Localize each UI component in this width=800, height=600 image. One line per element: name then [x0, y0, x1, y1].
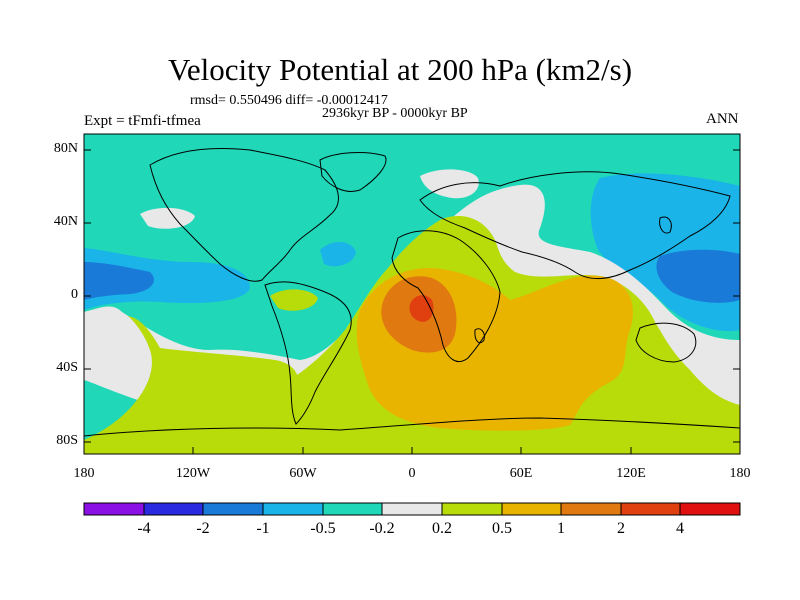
contour-green-south-pacific — [84, 316, 299, 448]
colorbar — [83, 502, 741, 516]
coastline-africa — [391, 230, 501, 362]
contour-deep-blue-west-pacific — [656, 249, 740, 303]
map-title: Velocity Potential at 200 hPa (km2/s) — [167, 52, 633, 87]
coastline-australia — [635, 322, 697, 363]
colorbar-box-10 — [679, 502, 741, 516]
colorbar-box-3 — [262, 502, 324, 516]
colorbar-box-0 — [83, 502, 145, 516]
coastline-north-america — [149, 148, 339, 282]
colorbar-box-2 — [202, 502, 264, 516]
lat-label-40s: 40S — [56, 360, 78, 375]
contour-blue-caribbean — [320, 241, 356, 267]
axis-ticks — [83, 149, 741, 454]
colorbar-label-8: 2 — [617, 520, 625, 537]
lon-label-60w: 60W — [289, 466, 317, 481]
coastline-japan — [659, 216, 672, 234]
lon-label-120e: 120E — [616, 466, 646, 481]
lat-label-40n: 40N — [53, 214, 78, 229]
coastline-madagascar — [474, 328, 485, 344]
colorbar-box-7 — [501, 502, 562, 516]
colorbar-box-8 — [560, 502, 622, 516]
colorbar-label-1: -2 — [196, 520, 210, 537]
lon-label-180e: 180 — [729, 466, 751, 481]
colorbar-label-6: 0.5 — [492, 520, 512, 537]
contour-field — [84, 134, 740, 454]
colorbar-label-5: 0.2 — [432, 520, 452, 537]
coastline-eurasia — [419, 171, 731, 279]
colorbar-box-5 — [381, 502, 443, 516]
colorbar-label-4: -0.2 — [369, 520, 395, 537]
colorbar-label-0: -4 — [137, 520, 151, 537]
colorbar-label-9: 4 — [676, 520, 684, 537]
colorbar-box-6 — [441, 502, 503, 516]
colorbar-label-3: -0.5 — [310, 520, 336, 537]
experiment-label: Expt = tFmfi-tfmea — [84, 113, 201, 129]
coastline-antarctica — [84, 417, 740, 437]
colorbar-label-2: -1 — [256, 520, 270, 537]
lon-label-180w: 180 — [73, 466, 95, 481]
coastline-greenland — [319, 152, 387, 192]
colorbar-box-4 — [322, 502, 383, 516]
contour-neutral-north-pacific — [140, 207, 195, 229]
period-line: 2936kyr BP - 0000kyr BP — [322, 106, 468, 121]
colorbar-box-1 — [143, 502, 204, 516]
lon-label-120w: 120W — [175, 466, 211, 481]
lat-label-80s: 80S — [56, 433, 78, 448]
lat-label-0: 0 — [71, 287, 78, 302]
stats-line: rmsd= 0.550496 diff= -0.00012417 — [190, 93, 388, 108]
contour-blue-pacific-east — [84, 248, 250, 310]
contour-green-brazil — [270, 289, 318, 311]
lon-label-0: 0 — [408, 466, 416, 481]
contour-deep-blue-east — [84, 262, 154, 300]
coastlines — [84, 148, 740, 437]
lon-label-60e: 60E — [509, 466, 533, 481]
colorbar-box-9 — [620, 502, 681, 516]
season-label: ANN — [706, 111, 739, 127]
coastline-south-america — [264, 281, 352, 425]
lat-label-80n: 80N — [53, 141, 78, 156]
colorbar-label-7: 1 — [557, 520, 565, 537]
